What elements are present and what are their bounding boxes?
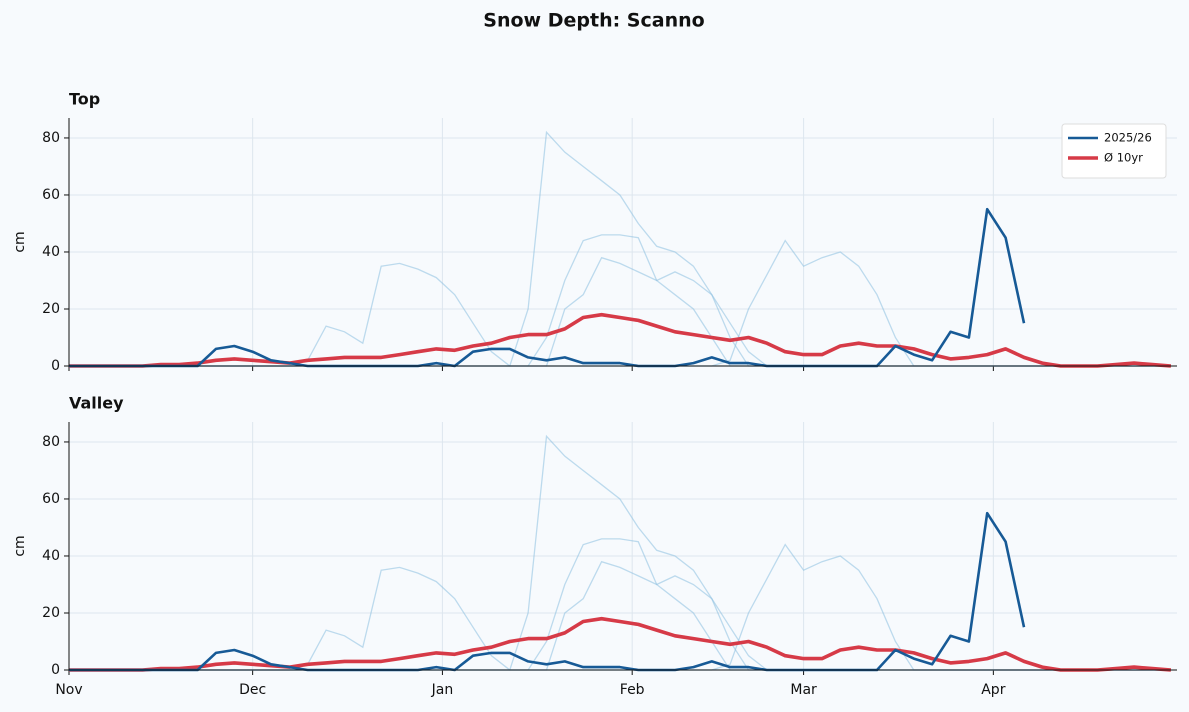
legend-label: 2025/26 [1104, 131, 1152, 145]
panel-title: Top [69, 90, 100, 109]
y-axis-label: cm [12, 231, 28, 252]
series-line [69, 312, 1172, 368]
y-tick-label: 0 [51, 358, 60, 374]
y-tick-label: 80 [42, 434, 60, 450]
x-tick-label: Nov [55, 682, 82, 698]
x-tick-label: Feb [620, 682, 645, 698]
y-tick-label: 80 [42, 130, 60, 146]
x-tick-label: Apr [981, 682, 1005, 698]
x-tick-label: Jan [431, 682, 454, 698]
figure-title: Snow Depth: Scanno [483, 10, 704, 32]
y-tick-label: 40 [42, 244, 60, 260]
y-tick-label: 20 [42, 301, 60, 317]
x-tick-label: Mar [790, 682, 817, 698]
y-tick-label: 40 [42, 548, 60, 564]
y-tick-label: 60 [42, 491, 60, 507]
x-tick-label: Dec [239, 682, 266, 698]
legend-label: Ø 10yr [1104, 151, 1143, 165]
y-tick-label: 20 [42, 605, 60, 621]
y-axis-label: cm [12, 535, 28, 556]
series-line [69, 616, 1172, 672]
y-tick-label: 60 [42, 187, 60, 203]
y-tick-label: 0 [51, 662, 60, 678]
panel-title: Valley [69, 394, 124, 413]
